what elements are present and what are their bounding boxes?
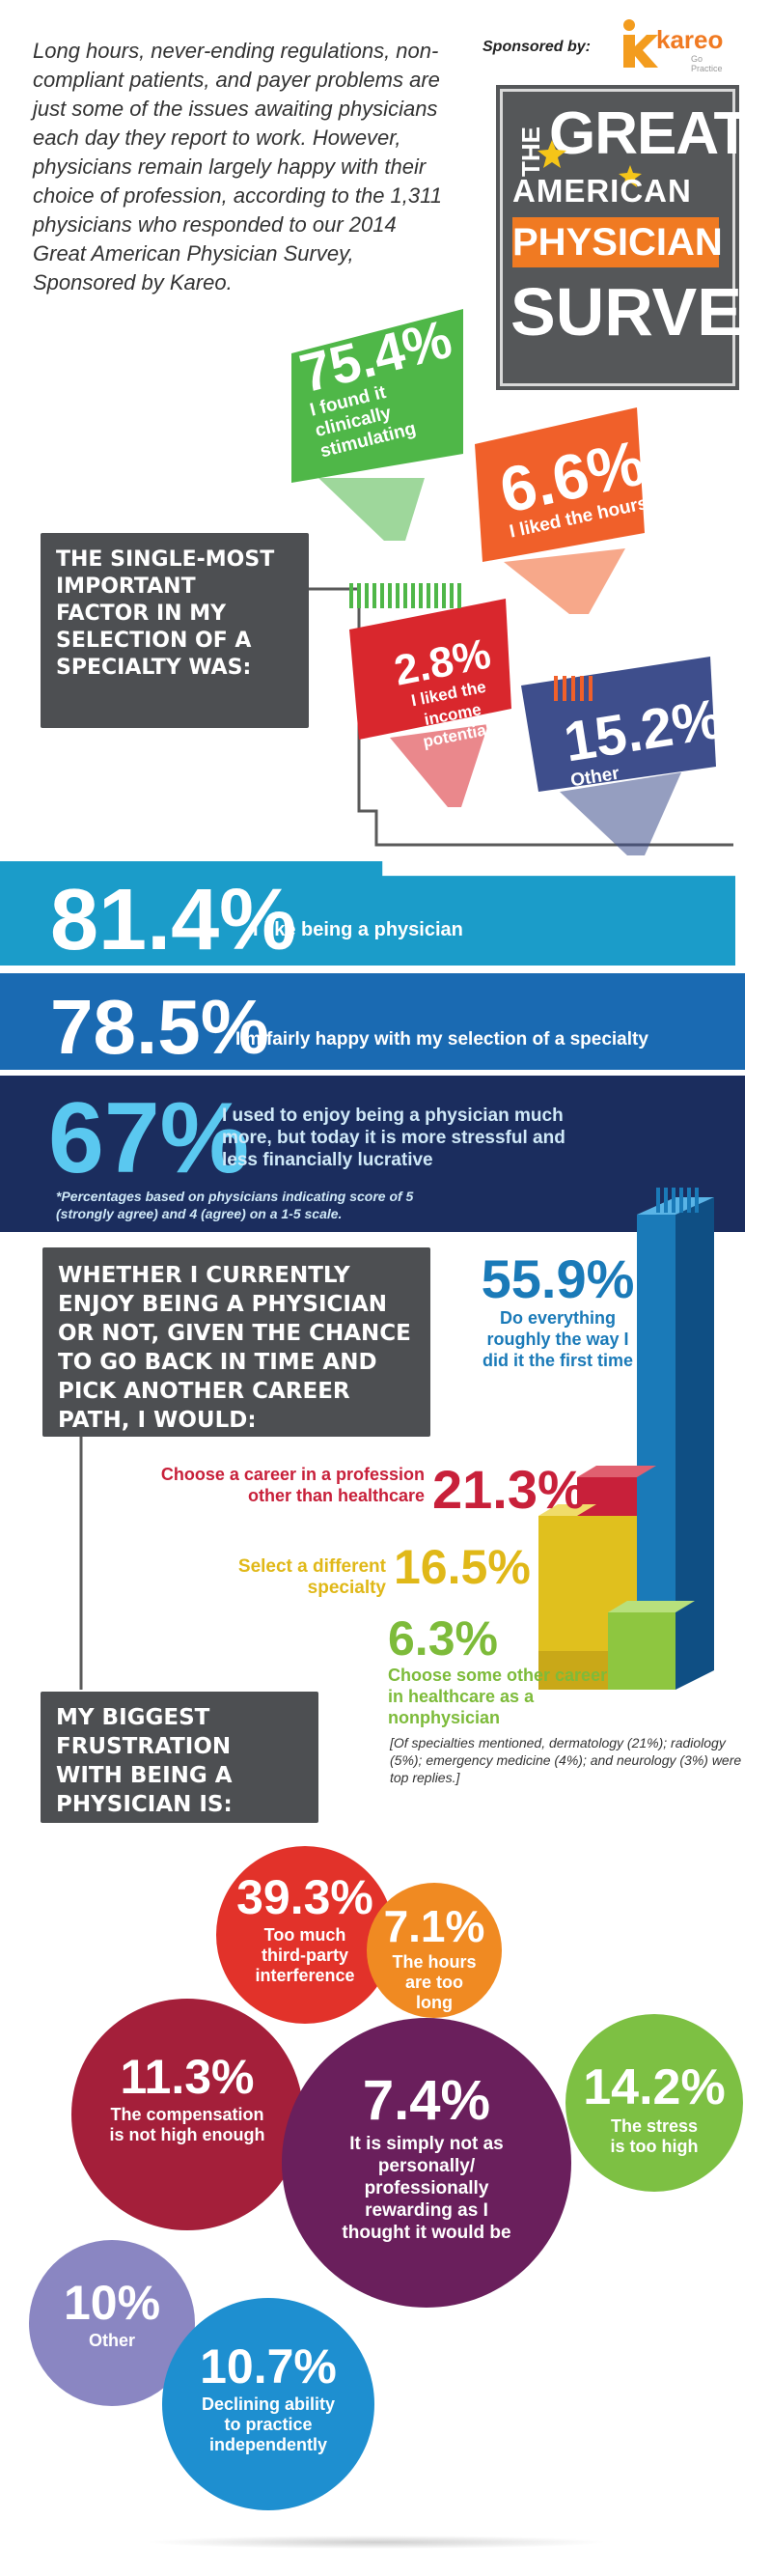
career-label: Choose some other career in healthcare a… [388, 1666, 608, 1727]
specialty-heading: THE SINGLE-MOST IMPORTANT FACTOR IN MY S… [41, 533, 309, 728]
frustration-bubble: 10% Other [29, 2240, 195, 2406]
happiness-note: *Percentages based on physicians indicat… [56, 1189, 414, 1221]
frustration-label: The hours are too long [392, 1952, 477, 2012]
career-label: Choose a career in a profession other th… [160, 1465, 425, 1505]
frustration-label: The compensation is not high enough [109, 2105, 265, 2144]
logo-american: AMERICAN [512, 173, 692, 209]
kareo-brand: kareo [656, 25, 724, 54]
survey-logo: THE GREAT AMERICAN PHYSICIAN SURVEY [500, 89, 772, 386]
frustration-bubble: 39.3% Too much third-party interference [216, 1846, 394, 2024]
frustration-label: Too much third-party interference [255, 1925, 355, 1985]
happiness-band-3: 67% I used to enjoy being a physician mu… [0, 1076, 745, 1232]
kareo-k-icon [623, 19, 658, 68]
frustration-bubble: 14.2% The stress is too high [565, 2014, 743, 2192]
happiness-label: I'm fairly happy with my selection of a … [235, 1029, 648, 1050]
kareo-tagline: Go Practice [691, 54, 723, 73]
ground-shadow [145, 2535, 608, 2549]
people-icon [349, 583, 465, 608]
happiness-label: I used to enjoy being a physician much m… [222, 1106, 565, 1170]
logo-physician: PHYSICIAN [512, 217, 723, 267]
happiness-band-2: 78.5% I'm fairly happy with my selection… [0, 973, 745, 1070]
frustration-bubble: 10.7% Declining ability to practice inde… [162, 2298, 374, 2510]
frustration-bubble: 11.3% The compensation is not high enoug… [71, 1999, 303, 2230]
career-pct: 55.9% [481, 1248, 635, 1309]
happiness-pct: 81.4% [50, 872, 297, 968]
intro-paragraph: Long hours, never-ending regulations, no… [33, 39, 442, 294]
people-icon [554, 676, 593, 701]
kareo-logo: kareo Go Practice [620, 17, 735, 73]
specialty-flags-graphic [291, 309, 733, 855]
career-note: [Of specialties mentioned, dermatology (… [390, 1735, 742, 1785]
career-label: Select a different specialty [237, 1556, 386, 1598]
happiness-label: I like being a physician [253, 919, 463, 940]
sponsor-label: Sponsored by: [482, 39, 592, 55]
career-pct: 6.3% [388, 1611, 498, 1666]
people-icon [656, 1188, 703, 1213]
star-icon [619, 165, 642, 187]
career-bars-graphic [79, 1197, 714, 1690]
frustration-pct: 11.3% [120, 2050, 255, 2104]
career-heading: WHETHER I CURRENTLY ENJOY BEING A PHYSIC… [42, 1247, 430, 1437]
career-label: Do everything roughly the way I did it t… [482, 1308, 633, 1370]
happiness-pct: 67% [48, 1082, 250, 1194]
frustration-pct: 10.7% [200, 2339, 337, 2394]
frustration-pct: 7.1% [383, 1901, 485, 1951]
frustration-label: The stress is too high [610, 2116, 699, 2156]
career-pct: 21.3% [432, 1459, 586, 1520]
frustration-pct: 7.4% [362, 2069, 491, 2132]
frustration-pct: 39.3% [236, 1870, 373, 1924]
frustration-heading: MY BIGGEST FRUSTRATION WITH BEING A PHYS… [41, 1692, 318, 1823]
happiness-pct: 78.5% [50, 984, 269, 1070]
logo-survey: SURVEY [510, 274, 772, 350]
career-pct: 16.5% [394, 1540, 531, 1594]
frustration-bubble: 7.1% The hours are too long [367, 1883, 502, 2018]
frustration-bubble: 7.4% It is simply not as personally/ pro… [282, 2018, 571, 2308]
frustration-label: Other [88, 2331, 135, 2350]
frustration-label: Declining ability to practice independen… [201, 2394, 336, 2454]
frustration-label: It is simply not as personally/ professi… [342, 2134, 511, 2243]
career-item: 6.3% Choose some other career in healthc… [388, 1612, 620, 1728]
career-item: 55.9% Do everything roughly the way I di… [481, 1251, 635, 1371]
star-icon [538, 140, 566, 168]
happiness-band-1: 81.4% I like being a physician [0, 861, 735, 966]
logo-great: GREAT [549, 100, 750, 167]
frustration-pct: 14.2% [583, 2059, 726, 2115]
frustration-pct: 10% [63, 2276, 161, 2330]
